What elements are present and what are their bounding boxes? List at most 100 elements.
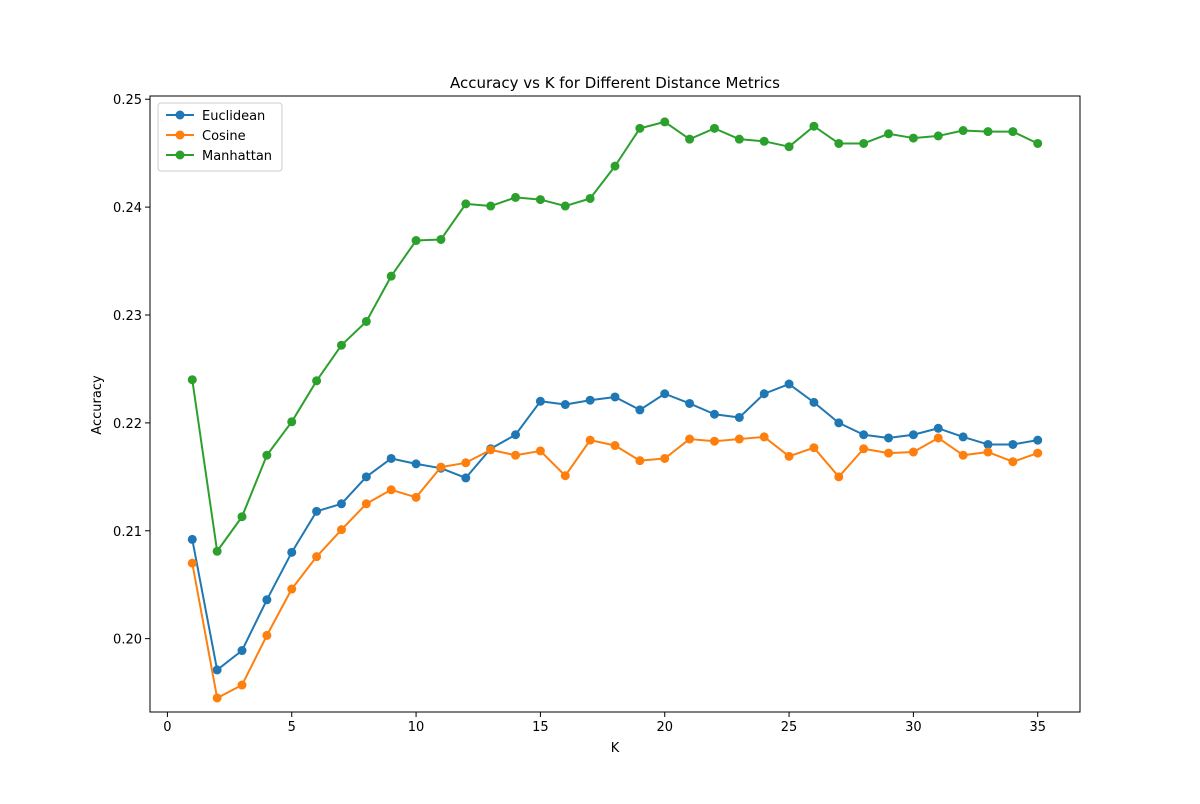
data-point-euclidean [1008,439,1018,449]
axes-frame [149,95,1081,713]
data-point-manhattan [958,126,968,136]
data-point-manhattan [635,123,645,133]
x-tick-label: 10 [408,720,425,735]
chart-title: Accuracy vs K for Different Distance Met… [450,74,780,92]
data-point-euclidean [834,418,844,428]
data-point-euclidean [685,398,695,408]
data-point-euclidean [809,397,819,407]
data-point-euclidean [1033,435,1043,445]
x-tick-label: 15 [532,720,549,735]
data-point-cosine [187,558,197,568]
x-tick-label: 30 [905,720,922,735]
legend: Euclidean Cosine Manhattan [157,102,283,172]
data-point-euclidean [635,405,645,415]
data-point-cosine [983,447,993,457]
data-point-manhattan [908,133,918,143]
data-point-euclidean [709,409,719,419]
data-point-cosine [635,456,645,466]
data-point-manhattan [461,199,471,209]
data-point-manhattan [685,134,695,144]
data-point-cosine [411,492,421,502]
data-point-manhattan [859,138,869,148]
legend-label-manhattan: Manhattan [202,149,272,164]
legend-marker-euclidean [175,110,185,120]
legend-marker-cosine [175,130,185,140]
y-axis-label: Accuracy [90,375,105,435]
data-point-euclidean [511,430,521,440]
data-point-manhattan [610,161,620,171]
data-point-euclidean [585,395,595,405]
data-point-manhattan [1033,138,1043,148]
data-point-cosine [809,443,819,453]
data-point-euclidean [983,439,993,449]
data-point-manhattan [312,376,322,386]
legend-label-cosine: Cosine [202,129,246,144]
data-point-euclidean [535,396,545,406]
data-point-cosine [610,441,620,451]
y-tick-label: 0.25 [113,93,142,108]
data-point-euclidean [386,453,396,463]
data-point-manhattan [734,134,744,144]
data-point-euclidean [784,379,794,389]
data-point-manhattan [809,121,819,131]
data-point-cosine [312,552,322,562]
data-point-euclidean [237,646,247,656]
data-point-euclidean [336,499,346,509]
data-point-manhattan [486,201,496,211]
data-point-manhattan [361,316,371,326]
data-point-cosine [511,450,521,460]
x-tick-label: 35 [1029,720,1046,735]
data-point-euclidean [262,595,272,605]
data-point-euclidean [361,472,371,482]
data-point-manhattan [933,131,943,141]
data-point-cosine [834,472,844,482]
data-point-cosine [734,434,744,444]
data-point-cosine [287,584,297,594]
data-point-euclidean [660,389,670,399]
data-point-cosine [709,436,719,446]
data-point-cosine [933,433,943,443]
data-point-euclidean [859,430,869,440]
data-point-euclidean [212,665,222,675]
data-point-euclidean [734,412,744,422]
data-point-euclidean [610,392,620,402]
plot-area: 0 5 10 15 20 25 30 35 0.20 0.21 0.22 0.23 0.24 0.25 Eu… [113,93,1081,735]
data-point-cosine [386,485,396,495]
data-point-manhattan [187,375,197,385]
y-tick-label: 0.24 [113,201,142,216]
data-point-cosine [884,448,894,458]
data-point-euclidean [411,459,421,469]
data-point-manhattan [983,127,993,137]
y-tick-label: 0.23 [113,309,142,324]
data-point-cosine [585,435,595,445]
data-point-manhattan [585,193,595,203]
data-point-cosine [685,434,695,444]
data-point-cosine [237,680,247,690]
data-point-manhattan [660,117,670,127]
data-point-manhattan [834,138,844,148]
data-point-cosine [486,445,496,455]
data-point-manhattan [262,450,272,460]
data-point-manhattan [784,142,794,152]
data-point-euclidean [933,423,943,433]
legend-marker-manhattan [175,150,185,160]
data-point-cosine [1033,448,1043,458]
x-tick-label: 20 [656,720,673,735]
data-point-manhattan [511,192,521,202]
x-tick-label: 5 [288,720,296,735]
data-point-manhattan [386,271,396,281]
data-point-manhattan [237,512,247,522]
data-point-cosine [262,630,272,640]
data-point-cosine [560,471,570,481]
x-tick-label: 0 [163,720,171,735]
data-point-manhattan [759,136,769,146]
data-point-euclidean [759,389,769,399]
data-point-cosine [908,447,918,457]
data-point-cosine [461,458,471,468]
data-point-manhattan [709,123,719,133]
data-point-manhattan [1008,127,1018,137]
data-point-euclidean [958,432,968,442]
data-point-cosine [535,446,545,456]
